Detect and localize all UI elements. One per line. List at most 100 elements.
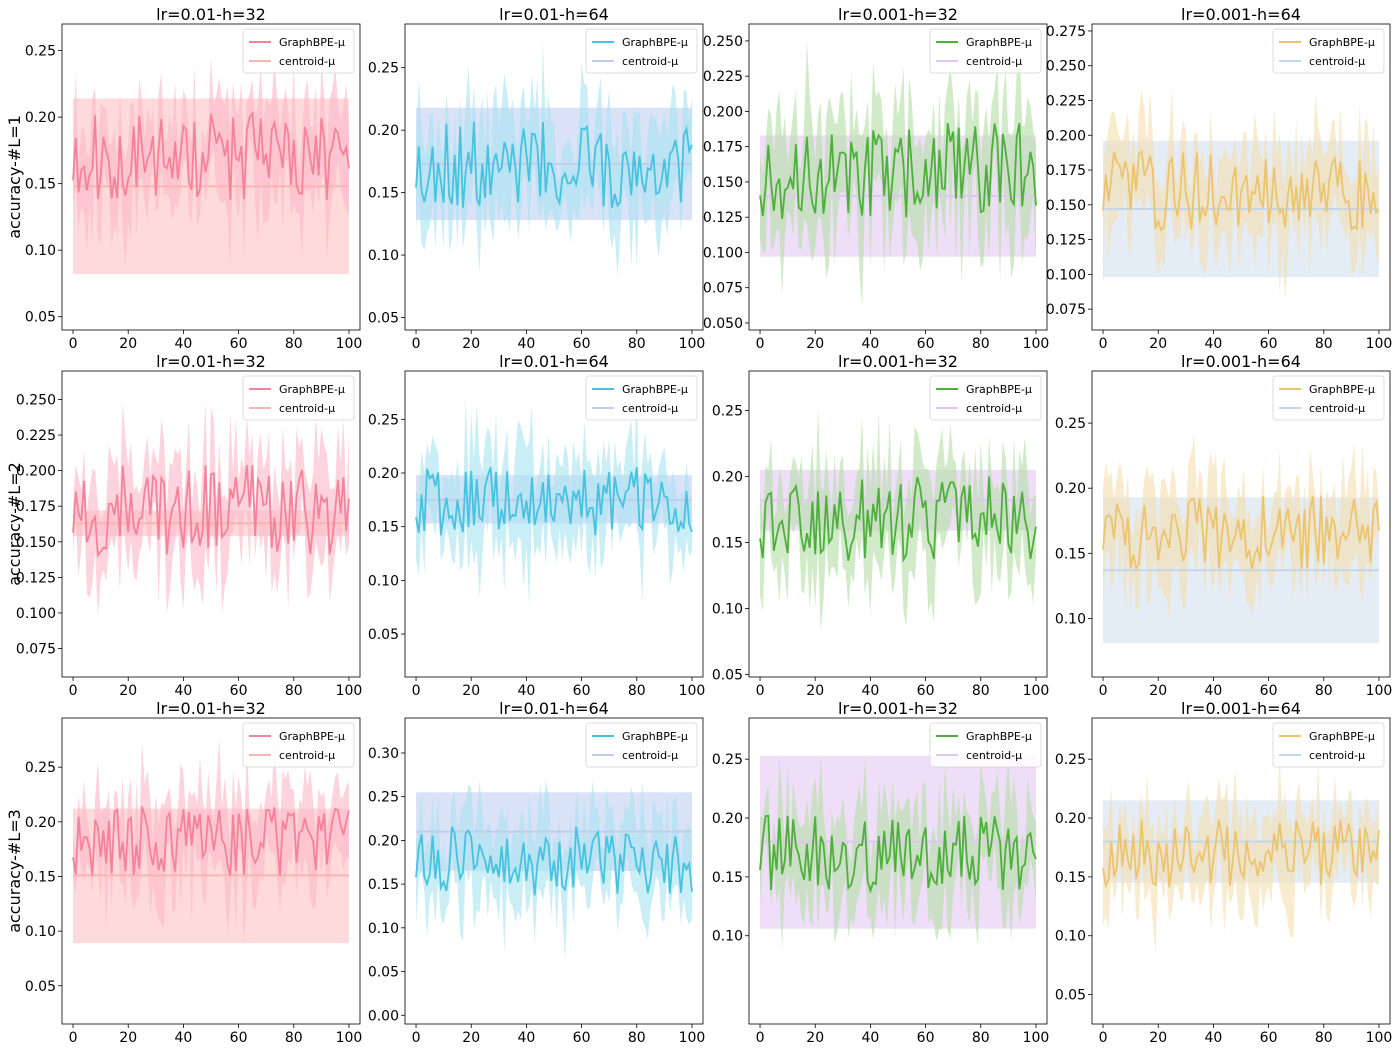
y-tick-label: 0.05 (368, 311, 399, 327)
subplot-2-3: 0 20 40 60 80 100 0.05 0.10 0.15 0.20 0.25 lr=0.001… (712, 352, 1050, 699)
y-tick-label: 0.15 (712, 535, 743, 551)
x-tick-label: 0 (69, 336, 78, 352)
subplot-2-4: 0 20 40 60 80 100 0.10 0.15 0.20 0.25 lr=0.001-h=6… (1055, 352, 1393, 699)
x-tick-label: 100 (1023, 336, 1050, 352)
y-tick-label: 0.00 (368, 1008, 399, 1024)
legend: GraphBPE-μ centroid-μ (1272, 722, 1385, 768)
x-tick-label: 40 (861, 1030, 879, 1046)
legend: GraphBPE-μ centroid-μ (929, 28, 1042, 74)
x-tick-label: 40 (861, 336, 879, 352)
graphbpe-line (759, 122, 1037, 220)
x-tick-label: 100 (1366, 336, 1393, 352)
y-tick-label: 0.20 (1055, 811, 1086, 827)
legend-label-centroid: centroid-μ (966, 402, 1022, 415)
x-tick-label: 100 (336, 336, 363, 352)
x-tick-label: 80 (972, 1030, 990, 1046)
graphbpe-line (72, 464, 350, 558)
y-tick-label: 0.125 (16, 570, 56, 586)
x-tick-label: 60 (917, 336, 935, 352)
y-tick-label: 0.10 (25, 924, 56, 940)
x-tick-label: 40 (517, 683, 535, 699)
x-tick-label: 100 (1023, 1030, 1050, 1046)
legend-label-graphbpe: GraphBPE-μ (966, 383, 1032, 396)
y-tick-label: 0.10 (368, 573, 399, 589)
axes-frame (404, 23, 704, 331)
y-tick-label: 0.10 (1055, 929, 1086, 945)
x-tick-label: 60 (573, 336, 591, 352)
x-tick-label: 40 (861, 683, 879, 699)
x-tick-label: 60 (1260, 336, 1278, 352)
legend-label-centroid: centroid-μ (279, 402, 335, 415)
x-tick-label: 20 (806, 683, 824, 699)
graphbpe-band (73, 732, 349, 946)
x-tick-label: 20 (806, 336, 824, 352)
plot-area (415, 41, 693, 278)
y-tick-label: 0.15 (1055, 546, 1086, 562)
subplot-title: lr=0.001-h=64 (1181, 699, 1301, 718)
subplot-1-1: 0 20 40 60 80 100 0.05 0.10 0.15 0.20 0.25 lr=0.01-… (5, 5, 362, 352)
legend-label-graphbpe: GraphBPE-μ (622, 730, 688, 743)
legend-label-graphbpe: GraphBPE-μ (279, 36, 345, 49)
subplot-3-1: 0 20 40 60 80 100 0.05 0.10 0.15 0.20 0.25 lr=0.01-… (5, 699, 362, 1046)
x-tick-label: 80 (628, 1030, 646, 1046)
x-tick-label: 60 (230, 336, 248, 352)
legend: GraphBPE-μ centroid-μ (585, 722, 698, 768)
y-tick-label: 0.075 (703, 281, 743, 297)
legend-label-graphbpe: GraphBPE-μ (966, 36, 1032, 49)
x-tick-label: 100 (336, 1030, 363, 1046)
y-tick-label: 0.15 (368, 186, 399, 202)
legend: GraphBPE-μ centroid-μ (585, 28, 698, 74)
y-tick-label: 0.05 (712, 667, 743, 683)
y-axis-label: accuracy-#L=1 (5, 115, 24, 239)
y-tick-label: 0.05 (368, 965, 399, 981)
y-tick-label: 0.175 (703, 140, 743, 156)
x-tick-label: 20 (462, 1030, 480, 1046)
x-tick-label: 80 (285, 336, 303, 352)
y-tick-label: 0.10 (25, 243, 56, 259)
y-tick-label: 0.10 (1055, 611, 1086, 627)
legend-label-centroid: centroid-μ (622, 55, 678, 68)
subplot-1-2: 0 20 40 60 80 100 0.05 0.10 0.15 0.20 0.25 lr=0.01-… (368, 5, 706, 352)
y-tick-label: 0.25 (1055, 752, 1086, 768)
legend: GraphBPE-μ centroid-μ (1272, 28, 1385, 74)
plot-area (415, 392, 693, 606)
y-tick-label: 0.15 (1055, 870, 1086, 886)
y-tick-label: 0.250 (1046, 59, 1086, 75)
y-tick-label: 0.225 (703, 69, 743, 85)
x-tick-label: 80 (628, 683, 646, 699)
x-tick-label: 20 (1149, 1030, 1167, 1046)
subplot-2-1: 0 20 40 60 80 100 0.075 0.100 0.125 0.150 0.175 0.2… (5, 352, 362, 699)
x-tick-label: 60 (573, 1030, 591, 1046)
y-tick-label: 0.15 (368, 877, 399, 893)
subplot-3-4: 0 20 40 60 80 100 0.05 0.10 0.15 0.20 0.25 lr=0.001… (1055, 699, 1393, 1046)
y-tick-label: 0.175 (16, 499, 56, 515)
y-tick-label: 0.10 (368, 921, 399, 937)
y-tick-label: 0.25 (368, 412, 399, 428)
y-tick-label: 0.225 (16, 428, 56, 444)
y-tick-label: 0.05 (25, 310, 56, 326)
x-tick-label: 80 (628, 336, 646, 352)
subplot-1-3: 0 20 40 60 80 100 0.050 0.075 0.100 0.125 0.150 0.1… (703, 5, 1049, 352)
x-tick-label: 40 (1204, 683, 1222, 699)
x-tick-label: 20 (1149, 336, 1167, 352)
axes-frame (61, 717, 361, 1025)
y-tick-label: 0.15 (368, 520, 399, 536)
x-tick-label: 0 (756, 1030, 765, 1046)
x-tick-label: 100 (336, 683, 363, 699)
graphbpe-line (1102, 150, 1380, 232)
y-tick-label: 0.150 (16, 535, 56, 551)
x-tick-label: 20 (119, 1030, 137, 1046)
y-tick-label: 0.100 (16, 606, 56, 622)
x-tick-label: 20 (462, 683, 480, 699)
legend-label-centroid: centroid-μ (279, 55, 335, 68)
legend-label-centroid: centroid-μ (966, 55, 1022, 68)
x-tick-label: 60 (1260, 1030, 1278, 1046)
graphbpe-band (760, 756, 1036, 950)
y-tick-label: 0.075 (1046, 302, 1086, 318)
legend-label-centroid: centroid-μ (279, 749, 335, 762)
graphbpe-line (759, 476, 1037, 563)
y-tick-label: 0.20 (368, 833, 399, 849)
x-tick-label: 40 (174, 336, 192, 352)
y-axis-label: accuracy-#L=3 (5, 809, 24, 933)
graphbpe-line (1102, 819, 1380, 889)
